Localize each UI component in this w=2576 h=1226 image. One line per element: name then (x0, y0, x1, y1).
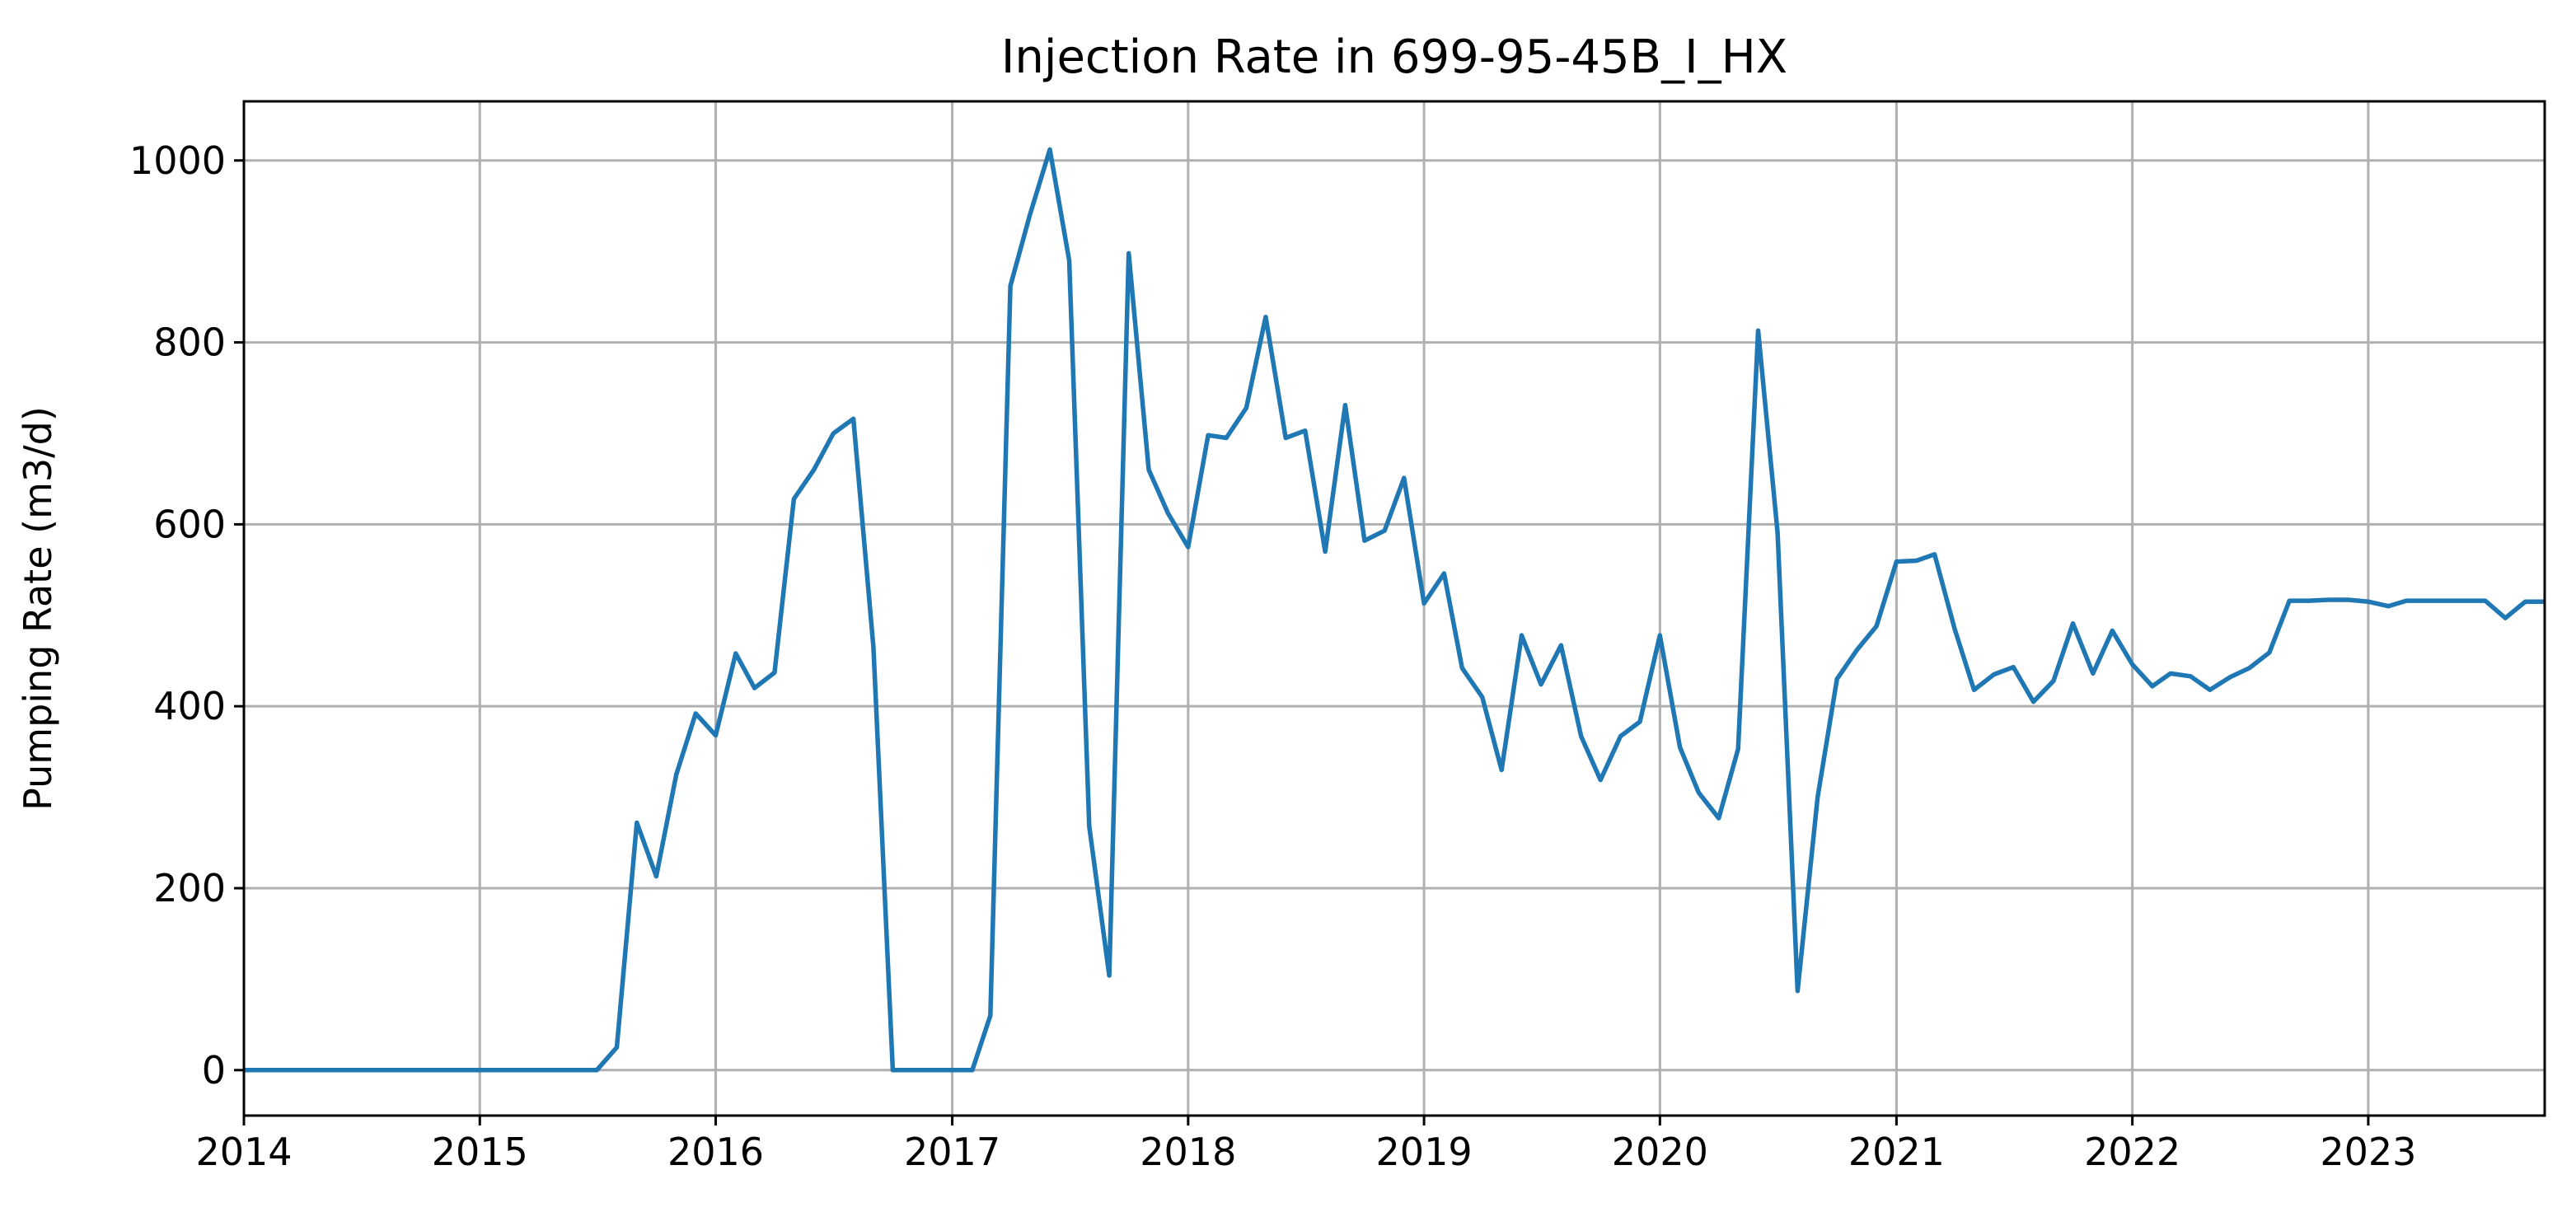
y-tick-label: 0 (202, 1048, 226, 1093)
x-tick-label: 2020 (1612, 1130, 1708, 1174)
x-tick-label: 2018 (1140, 1130, 1236, 1174)
y-tick-label: 800 (153, 321, 226, 365)
grid (242, 101, 2545, 1116)
series-layer (244, 147, 2545, 1073)
x-tick-label: 2017 (904, 1130, 1000, 1174)
y-tick-label: 1000 (129, 138, 226, 183)
plot-frame (242, 100, 2546, 1117)
series-line (244, 147, 2545, 1073)
x-tick-label: 2014 (195, 1130, 292, 1174)
x-tick-label: 2016 (667, 1130, 764, 1174)
chart-title: Injection Rate in 699-95-45B_I_HX (1001, 30, 1787, 84)
x-tick-label: 2023 (2320, 1130, 2416, 1174)
axis-ticks: 2014 2015 2016 2017 2018 2019 2020 2021 2022 2023… (129, 138, 2417, 1174)
x-tick-label: 2022 (2084, 1130, 2180, 1174)
x-tick-label: 2019 (1376, 1130, 1473, 1174)
x-tick-label: 2015 (432, 1130, 528, 1174)
x-tick-label: 2021 (1848, 1130, 1945, 1174)
y-tick-label: 200 (153, 866, 226, 910)
y-tick-label: 600 (153, 502, 226, 546)
y-tick-label: 400 (153, 684, 226, 728)
y-axis-label: Pumping Rate (m3/d) (16, 406, 60, 811)
